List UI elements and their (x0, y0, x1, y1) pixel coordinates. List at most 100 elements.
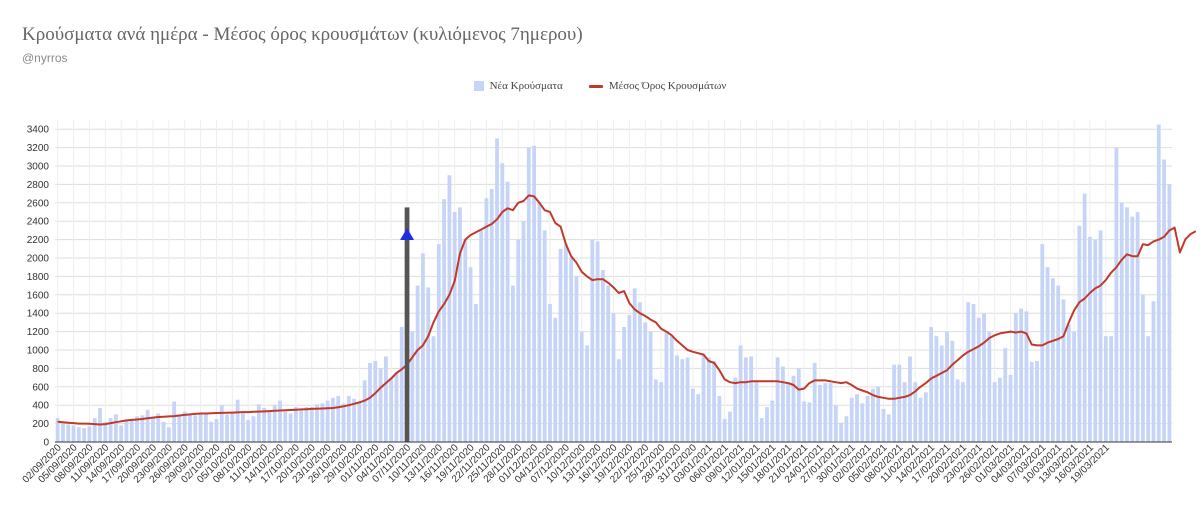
bar[interactable] (410, 331, 415, 442)
bar[interactable] (1109, 336, 1114, 442)
bar[interactable] (421, 253, 425, 442)
bar[interactable] (664, 331, 669, 442)
bar[interactable] (325, 400, 330, 442)
bar[interactable] (960, 382, 965, 442)
bar[interactable] (71, 425, 76, 442)
bar[interactable] (489, 189, 494, 442)
bar[interactable] (1013, 313, 1018, 442)
bar[interactable] (966, 302, 971, 442)
bar[interactable] (161, 421, 166, 442)
bar[interactable] (913, 382, 918, 442)
bar[interactable] (320, 403, 325, 442)
bar[interactable] (516, 239, 521, 442)
bar[interactable] (458, 207, 462, 442)
bar[interactable] (1125, 207, 1129, 442)
bar[interactable] (151, 417, 155, 442)
bar[interactable] (717, 396, 722, 442)
bar[interactable] (849, 397, 854, 442)
bar[interactable] (447, 175, 452, 442)
bar[interactable] (166, 427, 171, 442)
bar[interactable] (415, 285, 420, 442)
bar[interactable] (1056, 285, 1061, 442)
bar[interactable] (765, 407, 769, 442)
bar[interactable] (908, 356, 912, 442)
bar[interactable] (108, 418, 113, 442)
bar[interactable] (92, 418, 97, 442)
bar[interactable] (833, 405, 838, 442)
bar[interactable] (362, 380, 367, 442)
bar[interactable] (262, 407, 267, 442)
bar[interactable] (749, 356, 754, 442)
bar[interactable] (368, 362, 372, 442)
bar[interactable] (1140, 294, 1145, 442)
bar[interactable] (1066, 324, 1071, 442)
bar[interactable] (743, 357, 748, 442)
bar[interactable] (532, 145, 536, 442)
bar[interactable] (818, 384, 822, 442)
highlight-bar[interactable] (404, 207, 410, 442)
bar[interactable] (389, 377, 394, 442)
bar[interactable] (902, 382, 907, 442)
bar[interactable] (1045, 267, 1050, 442)
bar[interactable] (802, 401, 806, 442)
bar[interactable] (442, 199, 447, 442)
bar[interactable] (500, 163, 505, 443)
bar[interactable] (182, 411, 187, 442)
bar[interactable] (103, 421, 108, 442)
bar[interactable] (950, 340, 955, 442)
bar[interactable] (728, 411, 732, 442)
bar[interactable] (722, 419, 727, 442)
bar[interactable] (886, 414, 891, 442)
bar[interactable] (336, 396, 341, 442)
bar[interactable] (426, 287, 431, 442)
bar[interactable] (844, 416, 849, 442)
bar[interactable] (632, 288, 637, 442)
bar[interactable] (1061, 299, 1066, 442)
bar[interactable] (918, 397, 923, 442)
bar[interactable] (971, 304, 976, 442)
bar[interactable] (870, 388, 875, 442)
bar[interactable] (256, 404, 261, 442)
bar[interactable] (881, 408, 886, 442)
bar[interactable] (1114, 147, 1119, 442)
bar[interactable] (219, 405, 224, 442)
bar[interactable] (1008, 374, 1013, 442)
bar[interactable] (1082, 193, 1087, 442)
bar[interactable] (135, 416, 139, 442)
bar[interactable] (770, 400, 775, 442)
bar[interactable] (225, 414, 229, 442)
bar[interactable] (733, 377, 738, 442)
bar[interactable] (759, 418, 764, 442)
highlight-triangle-marker[interactable] (400, 228, 415, 240)
bar[interactable] (315, 404, 319, 442)
bar[interactable] (1077, 225, 1082, 442)
bar[interactable] (558, 248, 563, 442)
bar[interactable] (188, 413, 192, 442)
bar[interactable] (976, 317, 981, 442)
bar[interactable] (198, 414, 203, 442)
bar[interactable] (675, 355, 679, 442)
bar[interactable] (76, 427, 81, 442)
bar[interactable] (235, 399, 240, 442)
bar[interactable] (569, 258, 574, 442)
bar[interactable] (1162, 159, 1166, 442)
bar[interactable] (669, 336, 674, 442)
bar[interactable] (574, 276, 579, 442)
bar[interactable] (1003, 348, 1008, 442)
bar[interactable] (1019, 308, 1024, 442)
bar[interactable] (691, 388, 695, 442)
bar[interactable] (468, 267, 473, 442)
bar[interactable] (241, 413, 245, 442)
bar[interactable] (1050, 278, 1055, 442)
bar[interactable] (796, 368, 801, 442)
bar[interactable] (892, 364, 896, 442)
bar[interactable] (563, 244, 568, 442)
bar[interactable] (82, 428, 87, 442)
bar[interactable] (505, 181, 510, 442)
bar[interactable] (346, 396, 351, 442)
bar[interactable] (982, 313, 986, 442)
bar[interactable] (267, 411, 272, 442)
bar[interactable] (1040, 244, 1045, 442)
bar[interactable] (177, 414, 182, 442)
bar[interactable] (172, 401, 177, 442)
